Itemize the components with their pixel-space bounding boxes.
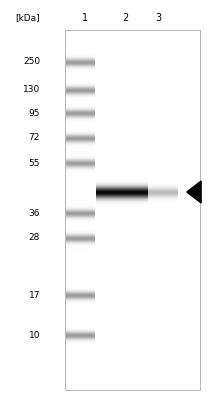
Text: 28: 28: [29, 234, 40, 242]
Text: 1: 1: [82, 13, 88, 23]
Text: 17: 17: [28, 290, 40, 300]
Text: 130: 130: [23, 86, 40, 94]
Bar: [65, 30, 200, 390]
Text: 3: 3: [155, 13, 161, 23]
Text: 55: 55: [28, 158, 40, 168]
Text: 2: 2: [122, 13, 128, 23]
Text: [kDa]: [kDa]: [15, 14, 40, 22]
Text: 95: 95: [28, 108, 40, 118]
Text: 72: 72: [29, 134, 40, 142]
Text: 36: 36: [28, 208, 40, 218]
Text: 10: 10: [28, 330, 40, 340]
Text: 250: 250: [23, 58, 40, 66]
Polygon shape: [187, 181, 201, 203]
